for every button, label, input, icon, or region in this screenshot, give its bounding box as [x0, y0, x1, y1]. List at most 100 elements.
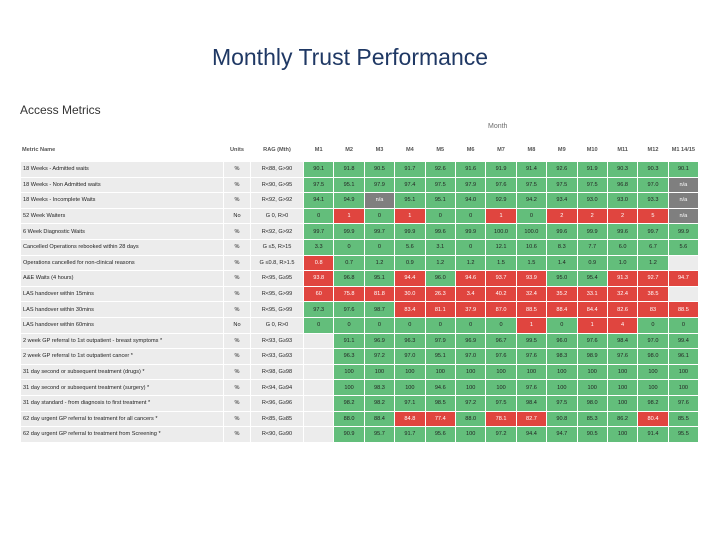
table-row: LAS handover within 30mins% R<95, G>99 97.…	[20, 301, 700, 318]
rag-threshold-cell: R<96, G≥96	[250, 394, 304, 412]
value-cell: 91.4	[515, 161, 548, 178]
value-cell: 96.8	[606, 176, 639, 194]
value-cell: 97.5	[424, 176, 456, 194]
value-cell: 95.1	[394, 192, 426, 209]
value-cell: 0	[302, 207, 335, 225]
value-cell: 96.0	[424, 270, 456, 287]
value-cell: 100	[546, 379, 578, 396]
value-cell: 93.9	[515, 270, 548, 287]
value-cell: 94.4	[515, 426, 548, 443]
value-cell: 80.4	[637, 410, 669, 428]
value-cell	[302, 363, 335, 381]
table-row: Operations cancelled for non-clinical re…	[20, 254, 700, 272]
units-cell: No	[223, 316, 251, 334]
value-cell: n/a	[363, 192, 396, 209]
value-cell: 98.4	[515, 394, 548, 412]
column-header: RAG (Mth)	[250, 138, 304, 162]
value-cell: 1	[394, 207, 426, 225]
value-cell: 0	[637, 316, 669, 334]
value-cell: 99.7	[363, 223, 396, 240]
value-cell: 93.3	[637, 192, 669, 209]
rag-threshold-cell: R<88, G>90	[250, 161, 304, 178]
value-cell: 97.3	[302, 301, 335, 318]
column-header: M12	[637, 138, 669, 162]
rag-threshold-cell: R<95, G>99	[250, 285, 304, 303]
value-cell: 97.6	[485, 348, 517, 365]
value-cell: 97.6	[333, 301, 365, 318]
units-cell: %	[223, 332, 251, 350]
value-cell: 95.1	[424, 348, 456, 365]
value-cell	[302, 426, 335, 443]
page-title: Monthly Trust Performance	[211, 44, 489, 70]
value-cell: 88.5	[515, 301, 548, 318]
units-cell: %	[223, 238, 251, 256]
value-cell: 12.1	[485, 238, 517, 256]
value-cell: 93.0	[606, 192, 639, 209]
value-cell: 98.3	[546, 348, 578, 365]
value-cell: 98.5	[424, 394, 456, 412]
value-cell: 95.7	[363, 426, 396, 443]
column-header: M6	[454, 138, 487, 162]
value-cell: 91.9	[485, 161, 517, 178]
value-cell: 92.6	[546, 161, 578, 178]
table-row: 18 Weeks - Admitted waits% R<88, G>90 90.1…	[20, 161, 700, 178]
value-cell: 7.7	[576, 238, 608, 256]
value-cell: 91.9	[576, 161, 608, 178]
units-cell: %	[223, 161, 251, 178]
value-cell: 100	[454, 363, 487, 381]
metric-name-cell: 31 day standard - from diagnosis to firs…	[20, 394, 224, 412]
value-cell: 2	[606, 207, 639, 225]
value-cell: 97.0	[454, 348, 487, 365]
units-cell: %	[223, 223, 251, 240]
column-header: Metric Name	[20, 138, 224, 162]
value-cell: 97.2	[485, 426, 517, 443]
metric-name-cell: 6 Week Diagnostic Waits	[20, 223, 224, 240]
column-header: M1 14/15	[667, 138, 700, 162]
value-cell: 0	[454, 238, 487, 256]
value-cell: 97.0	[637, 176, 669, 194]
value-cell: 91.7	[394, 426, 426, 443]
table-row: 62 day urgent GP referral to treatment f…	[20, 410, 700, 428]
value-cell: 0	[667, 316, 700, 334]
value-cell: 97.2	[363, 348, 396, 365]
rag-threshold-cell: R<93, G≥93	[250, 332, 304, 350]
column-header: M4	[394, 138, 426, 162]
table-row: 62 day urgent GP referral to treatment f…	[20, 426, 700, 443]
metric-name-cell: A&E Waits (4 hours)	[20, 270, 224, 287]
value-cell	[302, 348, 335, 365]
table-row: A&E Waits (4 hours)% R<95, G≥95 93.8 96.8 95…	[20, 270, 700, 287]
value-cell: 83	[637, 301, 669, 318]
table-row: 31 day standard - from diagnosis to firs…	[20, 394, 700, 412]
table-row: 2 week GP referral to 1st outpatient - b…	[20, 332, 700, 350]
units-cell: %	[223, 285, 251, 303]
value-cell: 0	[363, 207, 396, 225]
units-cell: %	[223, 348, 251, 365]
value-cell: 100	[606, 426, 639, 443]
value-cell: 97.5	[302, 176, 335, 194]
value-cell: 88.5	[667, 301, 700, 318]
column-header: M11	[606, 138, 639, 162]
value-cell	[302, 394, 335, 412]
column-header: Units	[223, 138, 251, 162]
value-cell: 82.7	[515, 410, 548, 428]
value-cell: 98.7	[363, 301, 396, 318]
value-cell: 100	[606, 363, 639, 381]
value-cell: 3.1	[424, 238, 456, 256]
value-cell: 97.5	[546, 176, 578, 194]
value-cell: 100	[394, 379, 426, 396]
metric-name-cell: 2 week GP referral to 1st outpatient - b…	[20, 332, 224, 350]
value-cell: 97.9	[424, 332, 456, 350]
value-cell: 40.2	[485, 285, 517, 303]
value-cell: 95.0	[546, 270, 578, 287]
units-cell: %	[223, 394, 251, 412]
rag-threshold-cell: R<85, G≥85	[250, 410, 304, 428]
rag-threshold-cell: R<98, G≥98	[250, 363, 304, 381]
value-cell: 6.7	[637, 238, 669, 256]
value-cell: 0	[363, 316, 396, 334]
value-cell: 2	[546, 207, 578, 225]
value-cell: 4	[606, 316, 639, 334]
value-cell: 0	[333, 238, 365, 256]
value-cell: 100	[576, 363, 608, 381]
metric-name-cell: LAS handover within 30mins	[20, 301, 224, 318]
value-cell	[667, 254, 700, 272]
